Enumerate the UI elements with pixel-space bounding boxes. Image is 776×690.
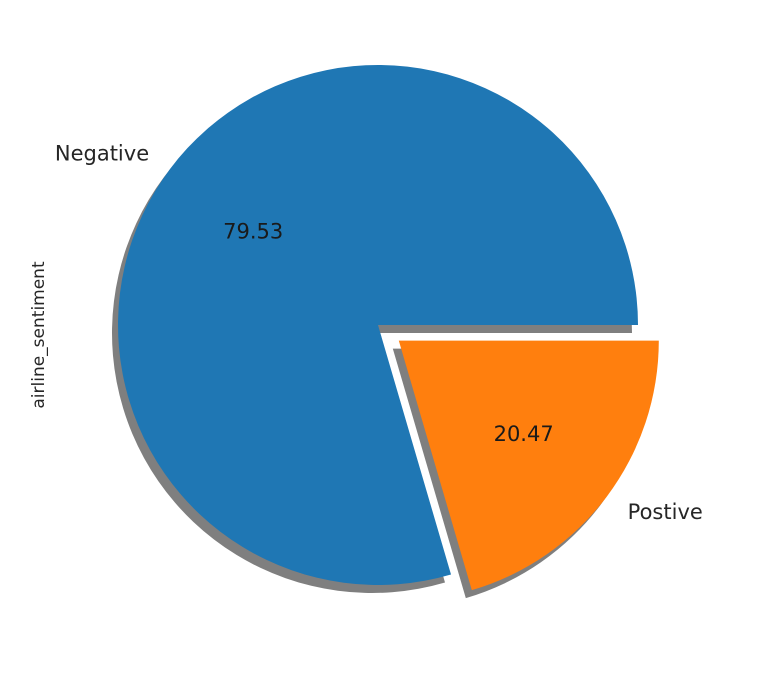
slice-label-negative: Negative <box>55 141 149 165</box>
pie-labels: Negative 79.53 Postive 20.47 <box>55 141 703 524</box>
y-axis-label: airline_sentiment <box>29 261 49 409</box>
pie-slices <box>117 65 659 591</box>
slice-value-label-negative: 79.53 <box>223 219 283 243</box>
pie-slice-postive <box>398 340 659 591</box>
slice-value-label-postive: 20.47 <box>494 422 554 446</box>
slice-label-postive: Postive <box>628 500 703 524</box>
pie-slice-negative <box>117 65 638 585</box>
